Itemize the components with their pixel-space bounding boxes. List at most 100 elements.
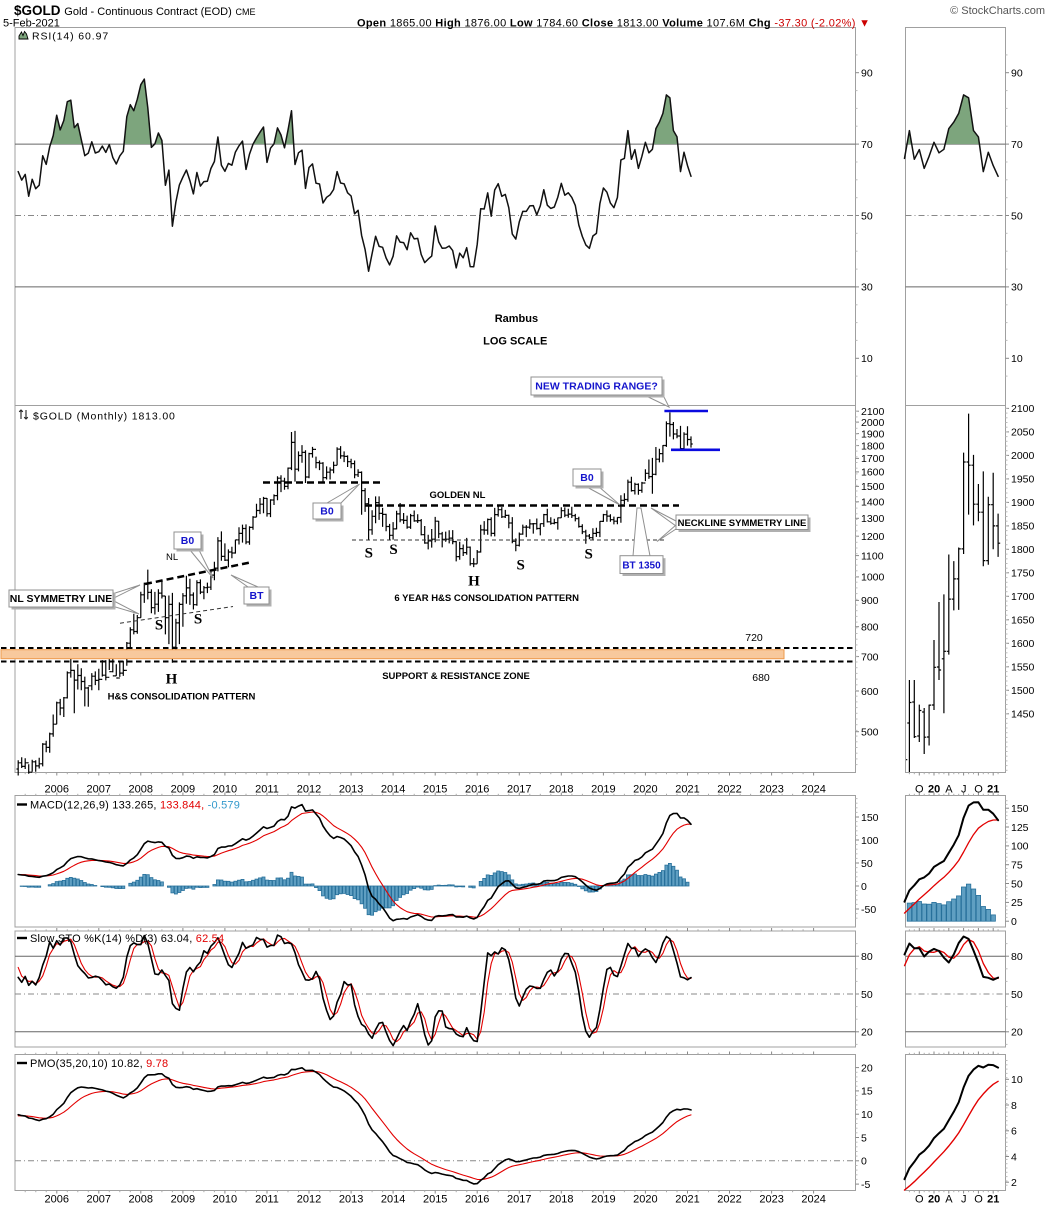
- svg-text:2100: 2100: [861, 406, 885, 418]
- svg-text:25: 25: [1011, 897, 1023, 909]
- svg-text:2013: 2013: [339, 784, 363, 796]
- svg-text:1500: 1500: [1011, 685, 1035, 697]
- svg-text:2018: 2018: [549, 784, 573, 796]
- svg-text:2011: 2011: [255, 784, 279, 796]
- svg-text:20: 20: [1011, 1027, 1023, 1039]
- svg-text:1800: 1800: [861, 440, 885, 452]
- svg-text:2007: 2007: [87, 784, 111, 796]
- svg-text:2014: 2014: [381, 784, 405, 796]
- svg-text:Slow STO %K(14) %D(3) 63.04, 6: Slow STO %K(14) %D(3) 63.04, 62.54: [30, 933, 224, 945]
- svg-text:2022: 2022: [717, 784, 741, 796]
- svg-text:1300: 1300: [861, 513, 885, 525]
- svg-text:2011: 2011: [255, 1194, 279, 1206]
- svg-text:30: 30: [1011, 282, 1023, 294]
- svg-text:S: S: [194, 612, 202, 628]
- svg-text:2006: 2006: [45, 784, 69, 796]
- svg-text:2010: 2010: [213, 1194, 237, 1206]
- svg-text:80: 80: [1011, 951, 1023, 963]
- svg-text:2021: 2021: [675, 1194, 699, 1206]
- svg-text:2020: 2020: [633, 784, 657, 796]
- svg-text:90: 90: [1011, 68, 1023, 80]
- svg-text:2013: 2013: [339, 1194, 363, 1206]
- svg-text:B0: B0: [320, 506, 334, 518]
- svg-text:900: 900: [861, 595, 879, 607]
- svg-text:NL: NL: [166, 552, 178, 563]
- svg-text:2000: 2000: [1011, 450, 1035, 462]
- svg-text:100: 100: [1011, 841, 1029, 853]
- svg-text:1850: 1850: [1011, 521, 1035, 533]
- svg-text:10: 10: [1011, 1074, 1023, 1086]
- svg-text:2000: 2000: [861, 417, 885, 429]
- svg-text:2023: 2023: [759, 1194, 783, 1206]
- svg-text:PMO(35,20,10) 10.82, 9.78: PMO(35,20,10) 10.82, 9.78: [30, 1058, 168, 1070]
- svg-text:720: 720: [745, 632, 763, 644]
- svg-text:500: 500: [861, 727, 879, 739]
- svg-text:20: 20: [928, 1194, 940, 1206]
- svg-text:20: 20: [861, 1062, 873, 1074]
- svg-text:1900: 1900: [861, 428, 885, 440]
- svg-text:80: 80: [861, 951, 873, 963]
- svg-text:1750: 1750: [1011, 568, 1035, 580]
- svg-text:70: 70: [861, 139, 873, 151]
- svg-text:J: J: [961, 1194, 967, 1206]
- svg-text:2023: 2023: [759, 784, 783, 796]
- svg-text:10: 10: [1011, 353, 1023, 365]
- svg-text:S: S: [155, 618, 163, 634]
- svg-text:50: 50: [861, 858, 873, 870]
- svg-text:50: 50: [1011, 210, 1023, 222]
- svg-text:90: 90: [861, 68, 873, 80]
- svg-text:J: J: [961, 784, 967, 796]
- svg-text:50: 50: [861, 989, 873, 1001]
- svg-text:2009: 2009: [171, 784, 195, 796]
- svg-text:100: 100: [861, 835, 879, 847]
- svg-text:B0: B0: [580, 472, 594, 484]
- svg-text:2016: 2016: [465, 784, 489, 796]
- svg-text:680: 680: [752, 672, 770, 684]
- svg-text:2100: 2100: [1011, 403, 1035, 415]
- svg-text:A: A: [945, 1194, 953, 1206]
- svg-text:LOG SCALE: LOG SCALE: [483, 336, 547, 348]
- svg-text:1900: 1900: [1011, 497, 1035, 509]
- svg-text:1600: 1600: [1011, 638, 1035, 650]
- svg-text:6 YEAR H&S CONSOLIDATION PATTE: 6 YEAR H&S CONSOLIDATION PATTERN: [394, 593, 579, 604]
- svg-text:NEW TRADING RANGE?: NEW TRADING RANGE?: [535, 381, 658, 393]
- svg-text:0: 0: [861, 881, 867, 893]
- svg-text:1450: 1450: [1011, 709, 1035, 721]
- svg-text:1200: 1200: [861, 531, 885, 543]
- svg-text:8: 8: [1011, 1100, 1017, 1112]
- svg-text:700: 700: [861, 651, 879, 663]
- svg-text:2018: 2018: [549, 1194, 573, 1206]
- svg-text:2019: 2019: [591, 784, 615, 796]
- svg-text:10: 10: [861, 1109, 873, 1121]
- svg-text:70: 70: [1011, 139, 1023, 151]
- svg-text:20: 20: [861, 1027, 873, 1039]
- svg-text:2012: 2012: [297, 1194, 321, 1206]
- svg-text:50: 50: [1011, 878, 1023, 890]
- svg-text:MACD(12,26,9) 133.265, 133.844: MACD(12,26,9) 133.265, 133.844, -0.579: [30, 800, 240, 812]
- svg-text:2020: 2020: [633, 1194, 657, 1206]
- svg-text:2010: 2010: [213, 784, 237, 796]
- svg-text:150: 150: [1011, 803, 1029, 815]
- svg-text:O: O: [974, 1194, 983, 1206]
- svg-text:2007: 2007: [87, 1194, 111, 1206]
- svg-text:1500: 1500: [861, 481, 885, 493]
- svg-text:21: 21: [987, 1194, 999, 1206]
- svg-text:2008: 2008: [129, 1194, 153, 1206]
- svg-text:6: 6: [1011, 1126, 1017, 1138]
- svg-text:S: S: [517, 558, 525, 574]
- svg-text:0: 0: [861, 1156, 867, 1168]
- svg-text:2017: 2017: [507, 1194, 531, 1206]
- svg-text:Open 1865.00 High 1876.00 Low: Open 1865.00 High 1876.00 Low 1784.60 Cl…: [357, 18, 870, 30]
- svg-text:© StockCharts.com: © StockCharts.com: [950, 5, 1045, 17]
- svg-text:Rambus: Rambus: [495, 313, 538, 325]
- svg-text:0: 0: [1011, 916, 1017, 928]
- svg-text:2022: 2022: [717, 1194, 741, 1206]
- svg-text:800: 800: [861, 622, 879, 634]
- svg-text:2024: 2024: [801, 784, 825, 796]
- svg-text:1650: 1650: [1011, 615, 1035, 627]
- svg-text:S: S: [389, 542, 397, 558]
- svg-text:O: O: [974, 784, 983, 796]
- svg-text:150: 150: [861, 812, 879, 824]
- svg-text:50: 50: [1011, 989, 1023, 1001]
- svg-text:$GOLD Gold - Continuous Contra: $GOLD Gold - Continuous Contract (EOD) C…: [14, 3, 256, 18]
